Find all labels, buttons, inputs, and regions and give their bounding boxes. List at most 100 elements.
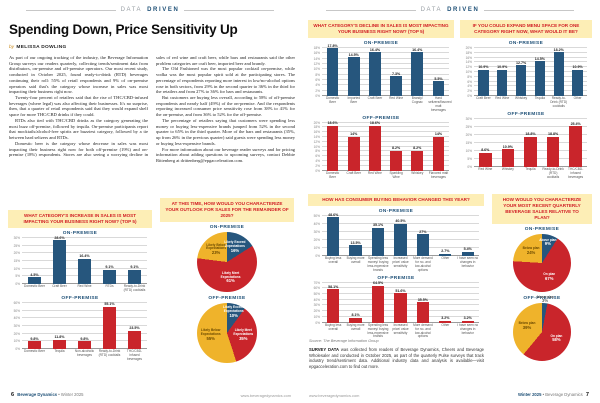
bar (327, 217, 340, 256)
website-link[interactable]: www.beveragedynamics.com (240, 393, 291, 398)
y-tick-label: 40% (13, 316, 20, 321)
gridline (322, 281, 479, 283)
gridline (322, 140, 449, 142)
category-axis: Domestic Beer Tequila Non-alcoholic bevera… (22, 349, 147, 362)
gridline (22, 236, 147, 238)
plot-area: 0% 2% 4% 6% 8% 10% 12% 14% 16% 18% 20% 10.9% 10.9% 12… (466, 46, 587, 98)
gridline (22, 324, 147, 326)
bar-category-label: Ready-to-Drink (RTD) cocktails (123, 284, 146, 293)
y-tick-label: 18% (313, 45, 320, 50)
page-right: DATA DRIVEN WHAT CATEGORY'S DECLINE IN S… (300, 0, 600, 403)
bar-column: 16.4% (72, 254, 97, 284)
y-tick-label: 0% (15, 281, 20, 286)
gridline (22, 244, 147, 246)
bar-value-label: 25.4% (570, 121, 581, 126)
bar-value-label: 64.5% (372, 281, 384, 286)
survey-note-lead: SURVEY DATA (309, 347, 339, 352)
y-tick-label: 30% (313, 229, 320, 234)
bar-value-label: 10.9% (497, 65, 508, 70)
y-tick-label: 40% (313, 297, 320, 302)
bar-column: 10.9% (497, 145, 520, 167)
bar (327, 289, 340, 323)
bar (546, 136, 560, 167)
gridline (322, 62, 449, 64)
bar-value-label: 40.5% (395, 219, 406, 224)
chart-expand-on-premise: 0% 2% 4% 6% 8% 10% 12% 14% 16% 18% 20% 10.9% 10.9% 12… (463, 46, 589, 109)
bar-category-label: Non-alcoholic beverages (74, 349, 95, 358)
bars: 9.8% 11.8% 9.8% 55.1% 23.5% (22, 302, 147, 349)
y-tick-label: 0% (315, 320, 320, 325)
y-tick-label: 14% (465, 60, 472, 65)
masthead: DATA DRIVEN (26, 7, 275, 13)
bar-category-label: Spending less money/ buying less-expensi… (367, 323, 389, 339)
bar-column: 8.2% (386, 146, 407, 171)
y-tick-label: 20% (13, 331, 20, 336)
gridline (322, 121, 449, 123)
series-label-off-premise: OFF-PREMISE (208, 295, 246, 301)
bar-column: 55.1% (97, 302, 122, 349)
series-label-off-premise: OFF-PREMISE (523, 295, 561, 301)
bar-column: 25.4% (564, 122, 587, 167)
y-tick-label: 0% (467, 164, 472, 169)
bar-value-label: 14.5% (348, 52, 359, 57)
y-tick-label: 10% (313, 67, 320, 72)
bar-value-label: 18.8% (547, 132, 559, 137)
pie-slice-label: Below plan 24% (522, 245, 540, 255)
source-note: Source: The Beverage Information Group (309, 339, 379, 343)
chart-decline-off-premise: 0% 2% 4% 6% 8% 10% 12% 14% 16% 18% 20% 18.6% 14% 18.6… (311, 121, 451, 180)
gridline (22, 332, 147, 334)
gridline (322, 68, 449, 70)
bar-column: 5.4% (457, 247, 479, 256)
bar (326, 48, 339, 96)
gridline (322, 78, 449, 80)
gridline (322, 46, 449, 48)
pie-outlook-on-premise: Likely Exceed Expectations 16% Likely Meet… (197, 231, 257, 292)
plot-area: 0% 2% 4% 6% 8% 10% 12% 14% 16% 18% 20% 18.6% 14% 18.6… (314, 121, 449, 173)
bar-column: 27% (412, 230, 434, 256)
bar-value-label: 8.2% (413, 146, 422, 151)
y-tick-label: 50% (13, 308, 20, 313)
panel-expand: IF YOU COULD EXPAND MENU SPACE FOR ONE C… (460, 20, 592, 182)
gridline (322, 131, 449, 133)
bar-column: 40.5% (389, 219, 411, 256)
category-axis: Red Wine Whiskey Tequila Ready-to-Drink (RT… (474, 167, 587, 180)
bar-value-label: 28.6% (54, 235, 65, 240)
pie-outlook-off-premise: Likely Exceed Expectations 10% Likely Meet… (197, 302, 257, 363)
bar-category-label: Domestic Beer (24, 349, 45, 354)
bar-column: 10.9% (493, 65, 512, 96)
y-tick-label: 8% (467, 74, 472, 79)
bar-category-label: Craft Beer (346, 171, 362, 175)
pie-slice-label: Likely Meet Expectations 35% (233, 328, 254, 341)
y-tick-label: 30% (465, 116, 472, 121)
y-tick-label: 0% (315, 253, 320, 258)
pie-slice-label: Likely Below Expectations 55% (200, 328, 221, 341)
bar (461, 251, 474, 256)
bar-category-label: Increased price/ value sensitivity (392, 323, 409, 335)
bar-value-label: 8.2% (392, 146, 401, 151)
y-tick-label: 10% (465, 148, 472, 153)
y-tick-label: 25% (465, 124, 472, 129)
bar-column: 8.2% (407, 146, 428, 171)
bar-category-label: Domestic Beer (325, 171, 340, 179)
y-tick-label: 20% (313, 237, 320, 242)
panel-increase-title: WHAT CATEGORY'S INCREASE IN SALES IS MOS… (8, 210, 152, 228)
footer-left: 6 Beverage Dynamics • Winter 2025 (9, 392, 84, 398)
bar-column: 35.1% (367, 223, 389, 256)
website-link[interactable]: www.beveragedynamics.com (309, 393, 360, 398)
bar-column: 9.1% (122, 265, 147, 284)
bar (371, 285, 385, 323)
y-tick-label: 12% (313, 61, 320, 66)
bars: 4.5% 28.6% 16.4% 9.1% 9.1% (22, 235, 147, 284)
survey-note: SURVEY DATA was collected from readers o… (309, 347, 484, 370)
gridline (22, 301, 147, 303)
bar (77, 341, 92, 349)
y-tick-label: 16% (465, 55, 472, 60)
article-paragraph: RTDs also tied with THC/CBD drinks as th… (9, 117, 148, 141)
y-tick-label: 20% (313, 120, 320, 125)
bar-category-label: Domestic Beer (24, 284, 45, 289)
y-tick-label: 20% (465, 45, 472, 50)
masthead-word-driven: DRIVEN (447, 7, 480, 13)
bar-column: 3.2% (457, 316, 479, 323)
bar-column: 10.9% (568, 65, 587, 96)
bar-category-label: Buying less overall (325, 323, 342, 331)
